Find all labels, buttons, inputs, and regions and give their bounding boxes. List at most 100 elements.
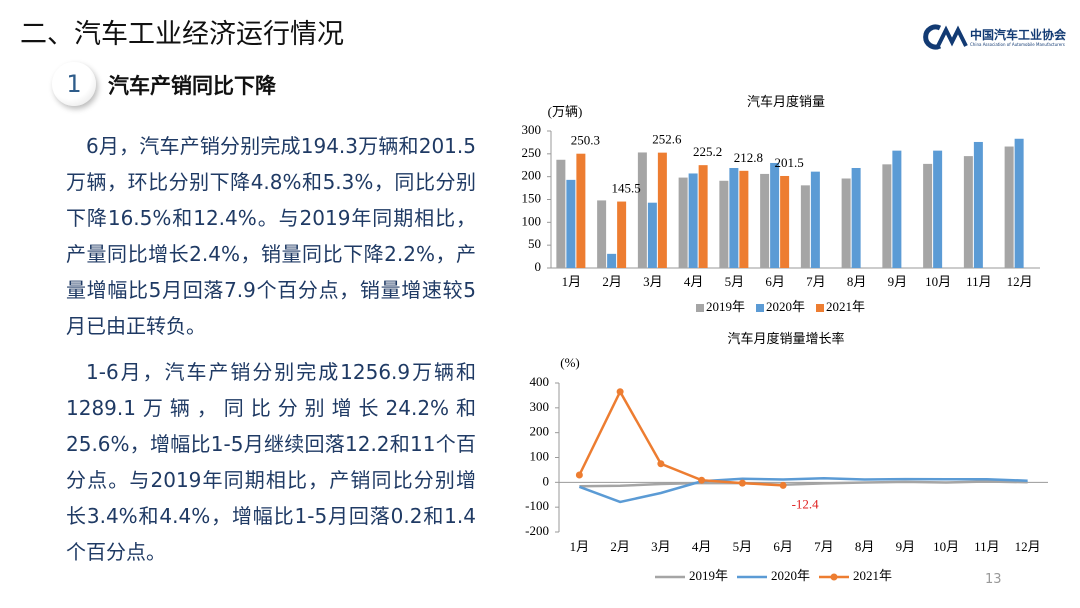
bar: [597, 200, 607, 268]
x-tick-label: 8月: [855, 539, 875, 554]
y-tick-label: 200: [530, 424, 550, 439]
bar: [810, 171, 820, 268]
data-label: 145.5: [612, 181, 641, 196]
bar: [637, 152, 647, 268]
data-label: 201.5: [775, 155, 804, 170]
chart-title: 汽车月度销量增长率: [727, 331, 844, 346]
bar: [729, 167, 739, 268]
legend-swatch: [816, 304, 824, 312]
bar: [800, 185, 810, 268]
slide-title: 二、汽车工业经济运行情况: [20, 19, 344, 50]
y-tick-label: 0: [535, 259, 542, 274]
y-tick-label: 250: [522, 145, 542, 160]
legend-label: 2021年: [826, 299, 865, 314]
bar: [739, 170, 749, 268]
bar: [963, 156, 973, 268]
y-tick-label: 100: [522, 213, 542, 228]
legend-swatch: [696, 304, 704, 312]
legend-label: 2020年: [766, 299, 805, 314]
x-tick-label: 2月: [610, 539, 630, 554]
x-tick-label: 5月: [733, 539, 753, 554]
x-tick-label: 6月: [765, 274, 785, 289]
marker: [698, 476, 706, 484]
x-tick-label: 7月: [814, 539, 834, 554]
y-tick-label: 200: [522, 168, 542, 183]
x-tick-label: 4月: [692, 539, 712, 554]
y-tick-label: 50: [528, 236, 541, 251]
bar: [1014, 138, 1024, 268]
bar: [657, 152, 667, 268]
bar: [698, 165, 708, 268]
y-tick-label: 100: [530, 448, 550, 463]
paragraph: 6月，汽车产销分别完成194.3万辆和201.5万辆，环比分别下降4.8%和5.…: [66, 134, 476, 338]
legend-marker: [830, 573, 838, 581]
y-tick-label: 300: [530, 399, 550, 414]
data-label: 250.3: [571, 133, 600, 148]
bar: [1004, 146, 1014, 268]
logo-english: China Association of Automobile Manufact…: [970, 42, 1065, 47]
bar: [688, 173, 698, 268]
x-tick-label: 5月: [725, 274, 745, 289]
line: [579, 480, 1028, 488]
section-title: 汽车产销同比下降: [108, 74, 276, 98]
x-tick-label: 12月: [1015, 539, 1041, 554]
x-tick-label: 11月: [966, 274, 992, 289]
bar: [841, 178, 851, 268]
page-number: 13: [985, 572, 1002, 587]
bar: [973, 141, 983, 268]
logo: [923, 24, 968, 50]
axis-unit: (万辆): [548, 104, 583, 119]
x-tick-label: 3月: [643, 274, 663, 289]
x-tick-label: 10月: [925, 274, 951, 289]
bar: [607, 253, 617, 268]
x-tick-label: 1月: [562, 274, 582, 289]
bar: [617, 201, 627, 268]
bar: [892, 150, 902, 268]
bar: [576, 153, 586, 268]
bar: [760, 173, 770, 268]
x-tick-label: 9月: [888, 274, 908, 289]
line: [578, 389, 784, 487]
data-label: -12.4: [792, 496, 820, 511]
x-tick-label: 12月: [1007, 274, 1033, 289]
x-tick-label: 9月: [896, 539, 916, 554]
bar: [556, 159, 566, 268]
legend-label: 2019年: [689, 568, 728, 583]
marker: [779, 481, 787, 489]
bar: [851, 167, 861, 268]
data-label: 252.6: [652, 132, 682, 147]
logo-name: 中国汽车工业协会: [970, 28, 1067, 42]
x-tick-label: 7月: [806, 274, 826, 289]
paragraph: 1-6月，汽车产销分别完成1256.9万辆和1289.1万辆，同比分别增长24.…: [66, 360, 476, 564]
x-tick-label: 1月: [570, 539, 590, 554]
bar: [780, 175, 790, 268]
legend-label: 2020年: [771, 568, 810, 583]
marker: [575, 471, 583, 479]
bar: [923, 163, 933, 268]
y-tick-label: 150: [522, 190, 542, 205]
bar: [882, 164, 892, 268]
body-text: 6月，汽车产销分别完成194.3万辆和201.5万辆，环比分别下降4.8%和5.…: [66, 128, 476, 580]
bar: [566, 179, 576, 268]
chart-title: 汽车月度销量: [747, 94, 825, 109]
y-tick-label: -200: [525, 523, 549, 538]
x-tick-label: 4月: [684, 274, 704, 289]
x-tick-label: 8月: [847, 274, 867, 289]
data-label: 225.2: [693, 144, 722, 159]
x-tick-label: 6月: [773, 539, 793, 554]
legend-label: 2021年: [853, 568, 892, 583]
marker: [738, 479, 746, 487]
axis-unit: (%): [560, 355, 580, 370]
bar: [678, 177, 688, 268]
data-label: 212.8: [734, 150, 763, 165]
x-tick-label: 2月: [602, 274, 622, 289]
line: [578, 477, 1028, 504]
marker: [616, 388, 624, 396]
marker: [657, 460, 665, 468]
x-tick-label: 10月: [933, 539, 959, 554]
y-tick-label: -100: [525, 498, 549, 513]
section-number: 1: [52, 62, 96, 106]
y-tick-label: 0: [543, 473, 550, 488]
